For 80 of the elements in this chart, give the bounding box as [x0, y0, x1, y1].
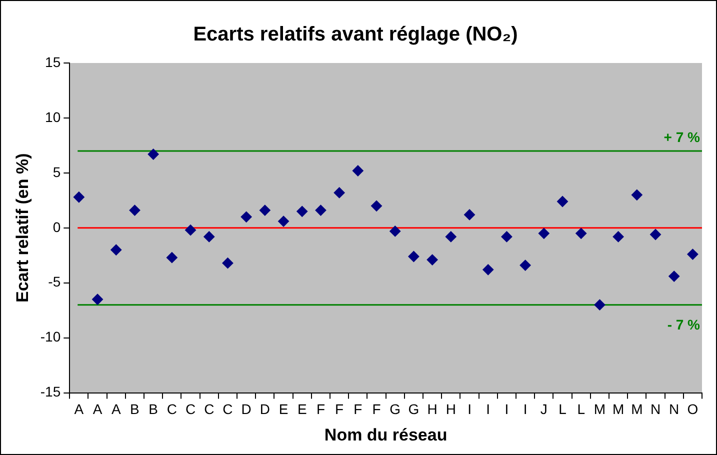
- y-tick-label: 5: [52, 164, 61, 180]
- point: [650, 228, 662, 240]
- x-tick-label: B: [148, 401, 158, 418]
- point: [92, 294, 104, 305]
- x-tick-label: N: [669, 401, 680, 418]
- y-tick-label: 15: [45, 54, 61, 70]
- point: [612, 231, 624, 242]
- y-tick-label: -5: [48, 274, 61, 290]
- point: [185, 224, 196, 236]
- point: [445, 231, 456, 242]
- point: [204, 231, 215, 242]
- x-tick-label: F: [316, 401, 325, 418]
- y-axis-title: Ecart relatif (en %): [12, 153, 32, 303]
- x-tick-label: A: [92, 401, 103, 418]
- x-tick-label: C: [222, 401, 233, 418]
- x-tick-label: A: [111, 401, 122, 418]
- x-tick-label: E: [297, 401, 307, 418]
- point: [129, 204, 140, 216]
- x-tick-label: I: [468, 401, 472, 418]
- ref-line-label: - 7 %: [667, 316, 701, 333]
- point: [594, 299, 606, 310]
- point: [148, 148, 159, 160]
- point: [278, 216, 290, 227]
- x-tick-label: F: [354, 401, 362, 418]
- x-tick-label: D: [260, 401, 270, 418]
- x-tick-label: C: [185, 401, 196, 418]
- y-tick-label: 10: [45, 108, 61, 125]
- point: [166, 252, 178, 264]
- point: [296, 206, 308, 217]
- x-tick-label: N: [650, 401, 661, 418]
- x-tick-label: F: [335, 401, 344, 418]
- chart-title: Ecarts relatifs avant réglage (NO₂): [193, 24, 518, 46]
- point: [408, 250, 420, 262]
- point: [501, 231, 512, 242]
- y-tick-label: -10: [40, 328, 61, 345]
- x-tick-label: C: [204, 401, 214, 418]
- x-tick-label: F: [372, 401, 381, 418]
- point: [259, 204, 270, 216]
- point: [482, 264, 494, 276]
- point: [110, 244, 122, 256]
- point: [576, 228, 587, 239]
- x-tick-label: H: [427, 401, 438, 418]
- x-tick-label: G: [390, 401, 401, 418]
- point: [73, 192, 84, 203]
- point: [631, 189, 642, 200]
- x-tick-label: E: [278, 401, 288, 418]
- x-tick-label: M: [612, 401, 624, 418]
- point: [426, 254, 438, 266]
- point: [390, 226, 401, 237]
- point: [240, 211, 252, 222]
- point: [520, 260, 531, 271]
- point: [315, 204, 326, 216]
- x-tick-label: O: [687, 401, 698, 418]
- point: [222, 258, 234, 269]
- x-tick-label: B: [130, 401, 140, 418]
- x-tick-label: C: [166, 401, 177, 418]
- point: [371, 200, 382, 212]
- ref-line-label: + 7 %: [664, 128, 701, 145]
- x-tick-label: I: [486, 401, 490, 418]
- x-tick-label: L: [577, 401, 586, 418]
- point: [557, 196, 568, 208]
- x-tick-label: M: [594, 401, 606, 418]
- point: [464, 209, 476, 220]
- x-tick-label: I: [504, 401, 509, 418]
- point: [687, 248, 698, 260]
- x-tick-label: L: [558, 401, 567, 418]
- y-tick-label: 0: [52, 218, 61, 235]
- point: [668, 270, 680, 282]
- x-tick-label: G: [408, 401, 420, 418]
- x-tick-label: H: [446, 401, 456, 418]
- x-axis-title: Nom du réseau: [324, 425, 448, 444]
- y-tick-label: -15: [40, 384, 61, 400]
- point: [352, 165, 364, 176]
- x-tick-label: D: [241, 401, 252, 418]
- x-tick-label: J: [540, 401, 548, 418]
- x-tick-label: M: [631, 401, 643, 418]
- point: [538, 228, 550, 239]
- x-tick-label: I: [523, 401, 528, 418]
- point: [334, 187, 345, 198]
- x-tick-label: A: [74, 401, 84, 418]
